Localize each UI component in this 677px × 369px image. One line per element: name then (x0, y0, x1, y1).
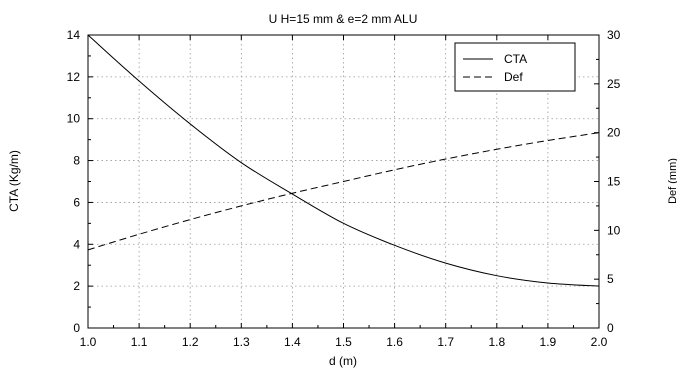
x-tick-label: 1.8 (488, 335, 505, 349)
x-axis-label: d (m) (329, 354, 357, 368)
x-tick-labels: 1.0 1.1 1.2 1.3 1.4 1.5 1.6 1.7 1.8 1.9 2.0 (80, 335, 608, 349)
x-tick-label: 2.0 (591, 335, 608, 349)
plot-frame (87, 34, 600, 329)
y-tick-label: 0 (73, 321, 80, 335)
y-tick-label: 8 (73, 154, 80, 168)
x-tick-label: 1.2 (182, 335, 199, 349)
x-tick-label: 1.5 (335, 335, 352, 349)
legend-box (454, 42, 576, 92)
y-axis-label: CTA (Kg/m) (7, 150, 21, 212)
x-tick-label: 1.6 (386, 335, 403, 349)
y-tick-label: 14 (67, 28, 81, 42)
legend-label-def: Def (504, 70, 523, 84)
y2-axis-label: Def (mm) (667, 158, 677, 204)
legend-label-cta: CTA (504, 52, 527, 66)
x-tick-label: 1.9 (540, 335, 557, 349)
y2-tick-label: 10 (607, 223, 621, 237)
y-tick-label: 4 (73, 237, 80, 251)
x-tick-label: 1.7 (437, 335, 454, 349)
grid (88, 35, 599, 328)
y-tick-label: 10 (67, 112, 81, 126)
legend: CTA Def (454, 42, 576, 92)
y-tick-label: 12 (67, 70, 81, 84)
x-tick-label: 1.3 (233, 335, 250, 349)
series-line-cta (87, 34, 600, 287)
series-line-def (87, 132, 600, 251)
y2-tick-label: 0 (607, 321, 614, 335)
y2-tick-label: 15 (607, 175, 621, 189)
y2-tick-label: 5 (607, 272, 614, 286)
y-tick-label: 2 (73, 279, 80, 293)
y2-tick-labels: 0 5 10 15 20 25 30 (607, 28, 621, 335)
y-tick-label: 6 (73, 195, 80, 209)
y2-tick-label: 25 (607, 77, 621, 91)
series-layer (87, 34, 600, 287)
y2-tick-label: 30 (607, 28, 621, 42)
x-tick-label: 1.4 (284, 335, 301, 349)
x-tick-label: 1.0 (80, 335, 97, 349)
chart-title: U H=15 mm & e=2 mm ALU (269, 12, 418, 26)
y-tick-labels: 0 2 4 6 8 10 12 14 (67, 28, 81, 335)
y2-tick-label: 20 (607, 126, 621, 140)
x-tick-label: 1.1 (131, 335, 148, 349)
